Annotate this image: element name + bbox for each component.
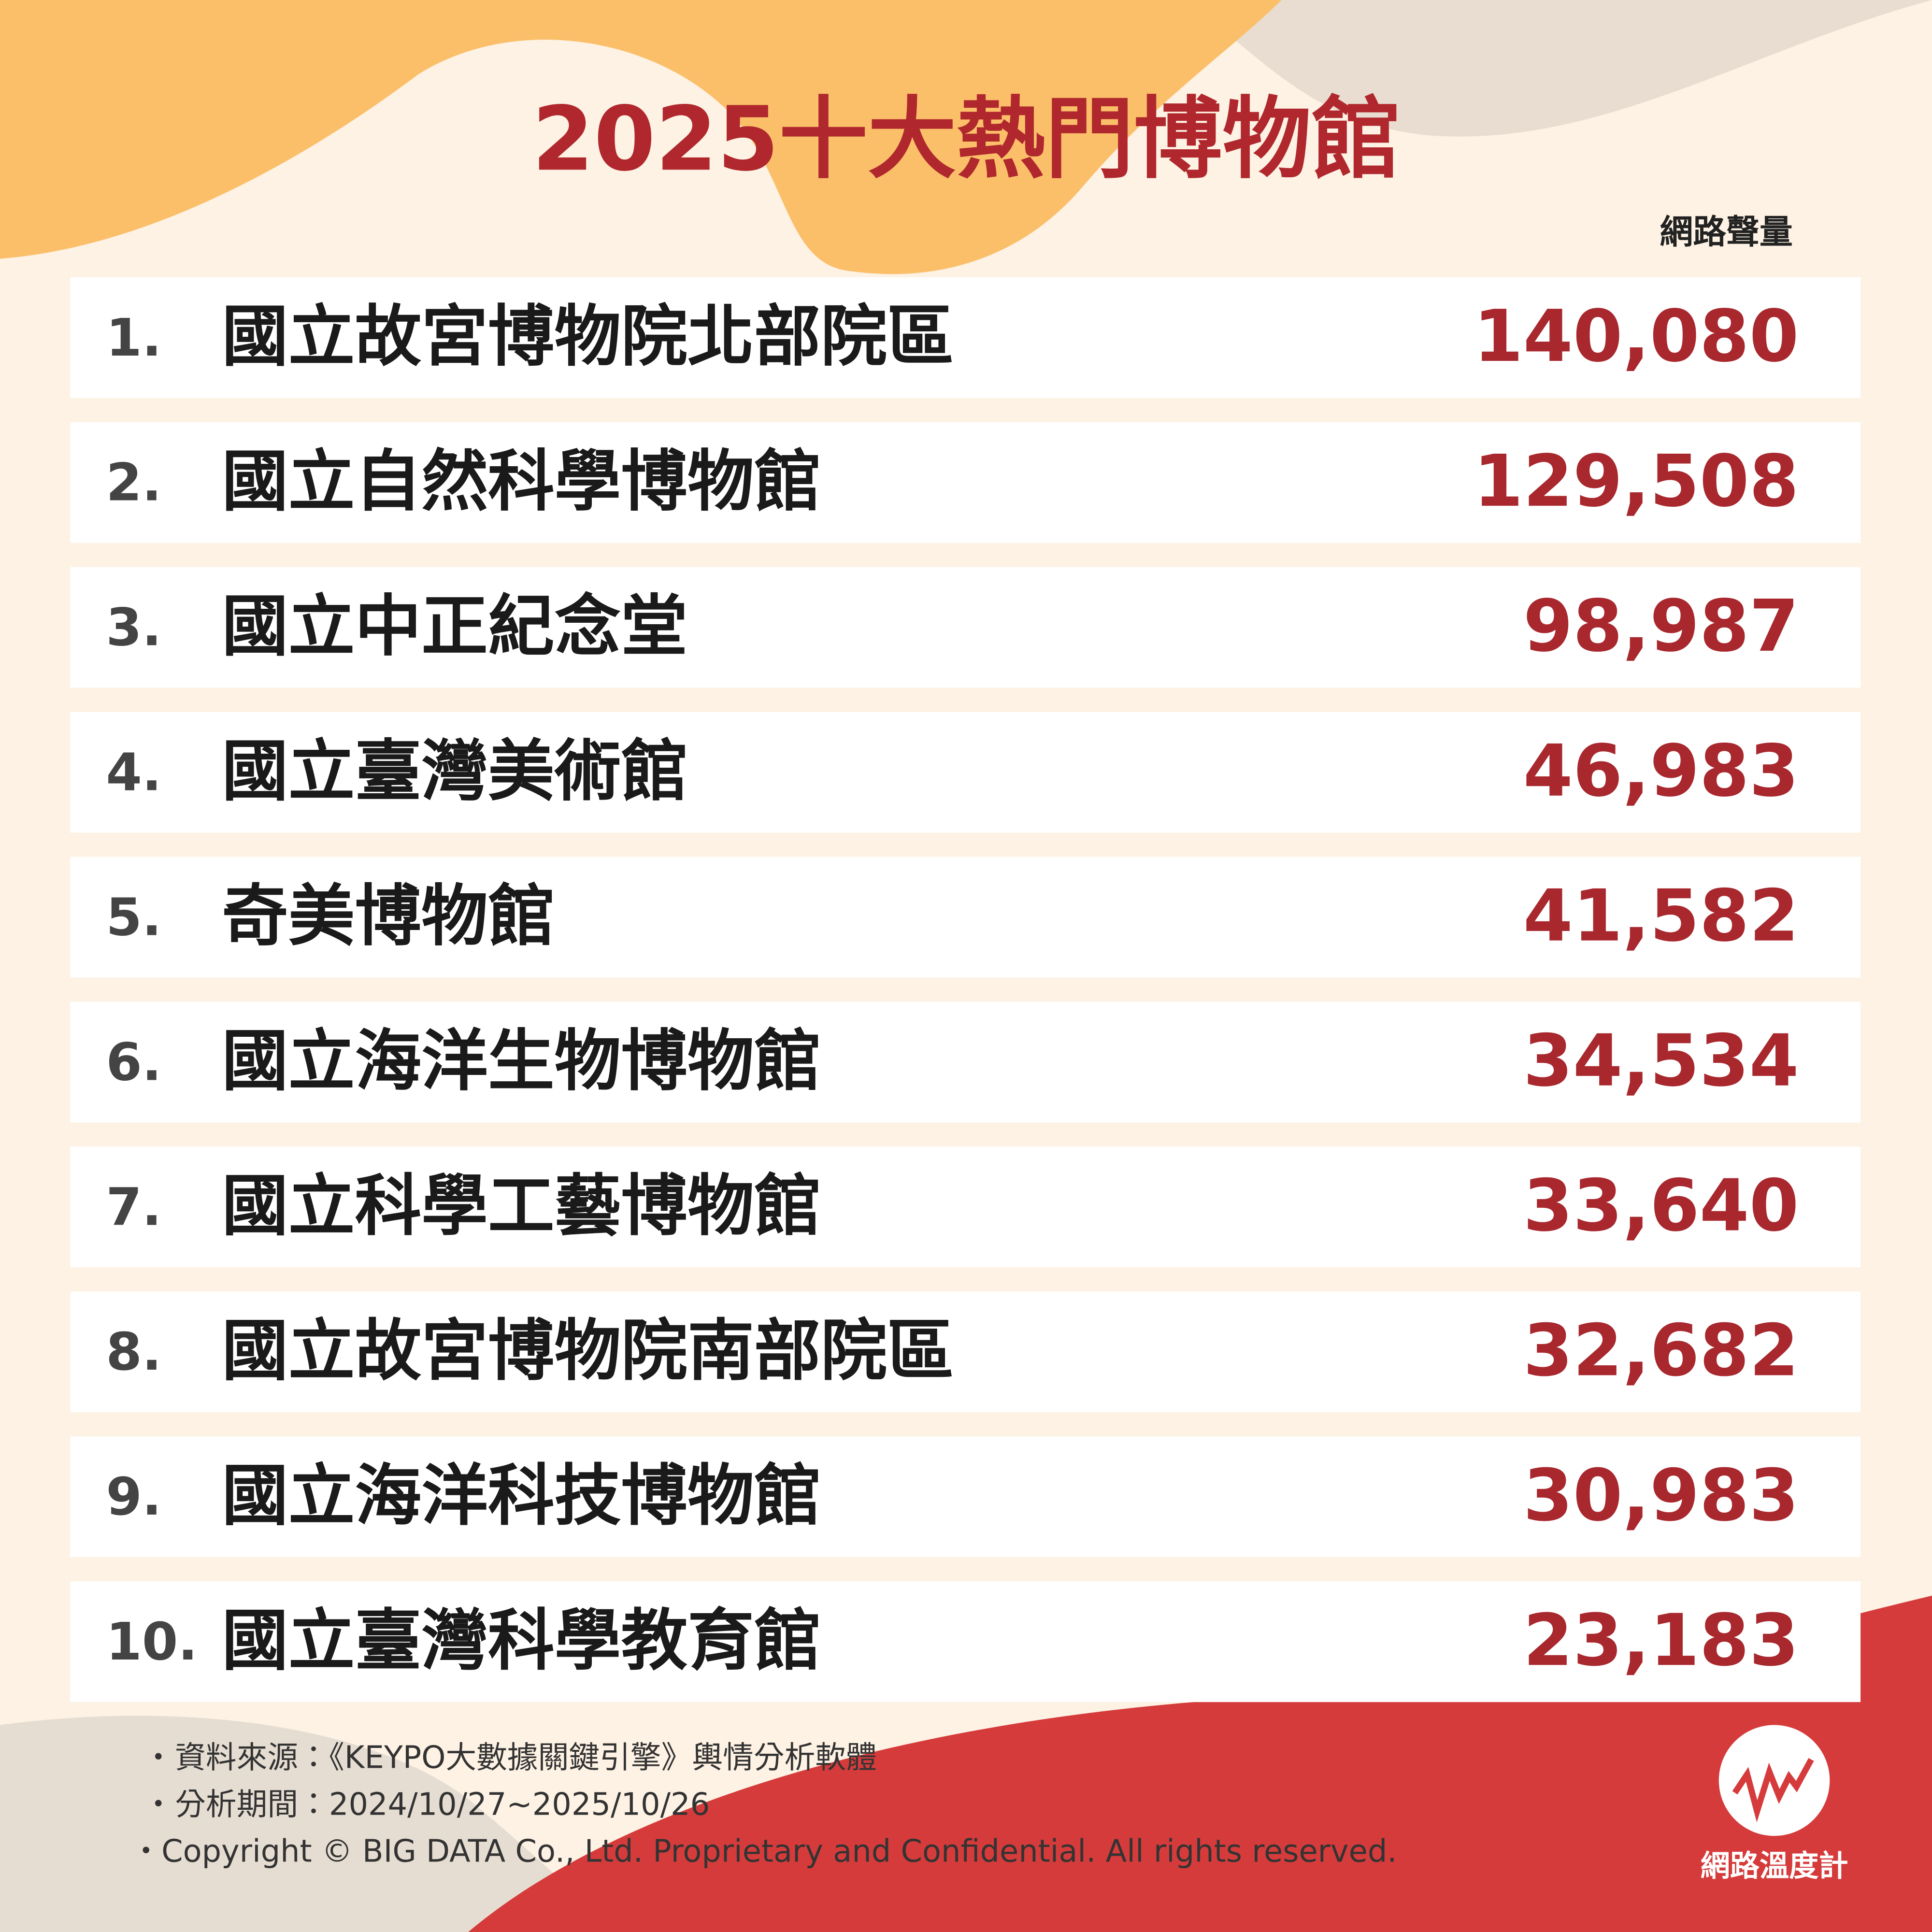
rank: 5.: [106, 887, 161, 947]
rank: 7.: [106, 1177, 161, 1237]
museum-name: 國立臺灣美術館: [222, 733, 687, 810]
volume: 32,682: [1523, 1309, 1799, 1392]
row: [70, 712, 1861, 833]
row: [70, 567, 1861, 688]
volume: 30,983: [1523, 1454, 1799, 1537]
notes: ・ 資料來源：《KEYPO大數據關鍵引擎》輿情分析軟體 ・ 分析期間：2024/…: [130, 1740, 1397, 1870]
note: 分析期間：2024/10/27~2025/10/26: [175, 1787, 710, 1822]
bullet: ・: [143, 1787, 174, 1822]
note: 資料來源：《KEYPO大數據關鍵引擎》輿情分析軟體: [175, 1740, 877, 1776]
museum-name: 國立自然科學博物館: [222, 443, 820, 520]
museum-name: 國立故宮博物院南部院區: [222, 1313, 954, 1390]
logo-label: 網路溫度計: [1701, 1849, 1848, 1883]
rank: 6.: [106, 1032, 161, 1092]
bullet: ・: [143, 1740, 174, 1776]
row: [70, 277, 1861, 398]
row: [70, 1146, 1861, 1268]
volume: 129,508: [1474, 440, 1799, 523]
row: [70, 1436, 1861, 1558]
blob-top-right: [1183, 0, 1932, 137]
rank: 2.: [106, 453, 161, 513]
volume: 46,983: [1523, 730, 1799, 813]
row: [70, 1581, 1861, 1703]
note: ・Copyright © BIG DATA Co., Ltd. Propriet…: [130, 1833, 1397, 1869]
rank: 9.: [106, 1467, 161, 1527]
logo-icon: [1732, 1758, 1814, 1822]
volume: 41,582: [1523, 874, 1799, 958]
title: 2025十大熱門博物館: [532, 88, 1400, 191]
volume: 33,640: [1523, 1164, 1799, 1247]
row: [70, 1002, 1861, 1123]
blob-bottom-left: [0, 1716, 616, 1932]
table: 1. 國立故宮博物院北部院區 140,080 2. 國立自然科學博物館 129,508 3.…: [70, 277, 1861, 1703]
rank: 8.: [106, 1322, 161, 1382]
rank: 4.: [106, 743, 161, 803]
row: [70, 1291, 1861, 1413]
rank: 10.: [106, 1612, 198, 1672]
museum-name: 國立海洋科技博物館: [222, 1457, 820, 1534]
volume: 23,183: [1523, 1599, 1799, 1682]
museum-name: 國立臺灣科學教育館: [222, 1602, 820, 1679]
volume: 98,987: [1523, 585, 1799, 668]
column-label: 網路聲量: [1660, 213, 1792, 252]
volume: 34,534: [1523, 1019, 1799, 1102]
museum-name: 國立故宮博物院北部院區: [222, 298, 954, 375]
museum-name: 國立中正紀念堂: [222, 588, 687, 665]
museum-name: 國立海洋生物博物館: [222, 1023, 820, 1100]
row: [70, 857, 1861, 978]
volume: 140,080: [1474, 295, 1799, 378]
blob-top-left: [0, 0, 1282, 274]
museum-name: 國立科學工藝博物館: [222, 1168, 820, 1245]
row: [70, 422, 1861, 543]
rank: 1.: [106, 308, 161, 368]
rank: 3.: [106, 598, 161, 658]
museum-name: 奇美博物館: [222, 878, 555, 955]
